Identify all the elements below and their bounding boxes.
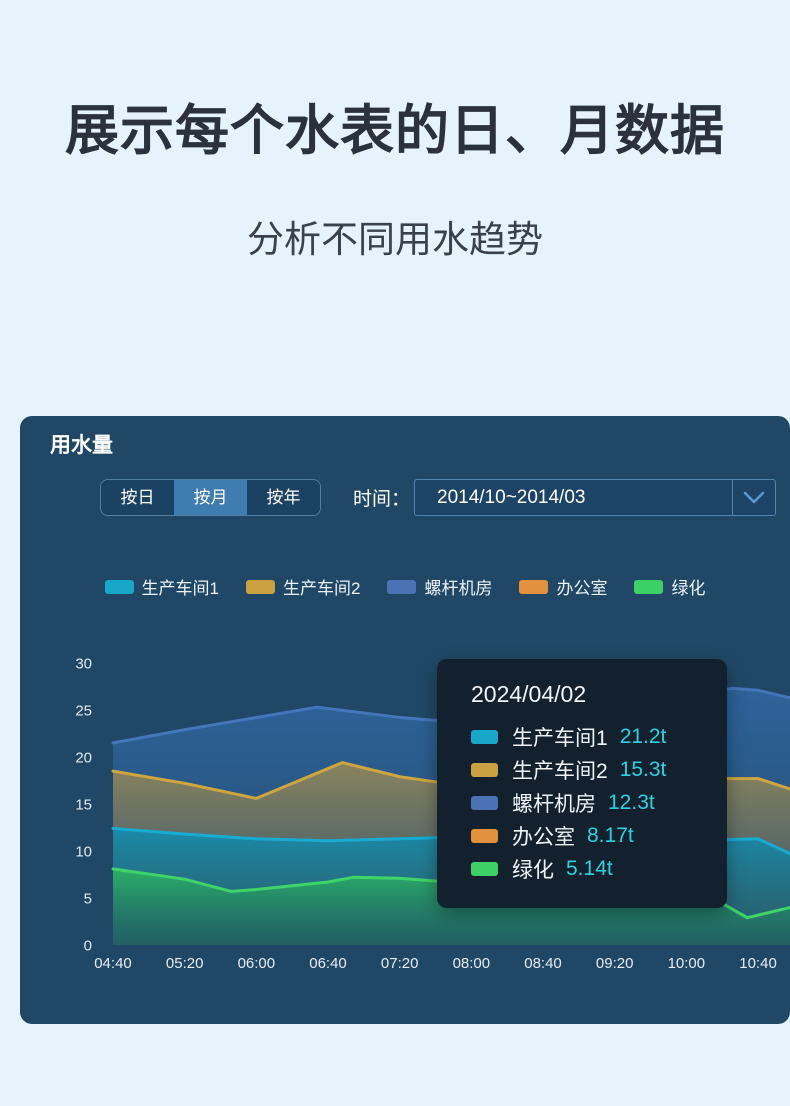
legend-item-greening[interactable]: 绿化 xyxy=(634,574,705,599)
tooltip-series-value: 21.2t xyxy=(619,724,667,748)
y-axis-label: 10 xyxy=(75,844,92,861)
tooltip-row: 螺杆机房 12.3t xyxy=(471,786,703,819)
x-axis-label: 09:20 xyxy=(596,955,634,972)
chart-legend: 生产车间1 生产车间2 螺杆机房 办公室 绿化 xyxy=(20,574,790,599)
y-axis-label: 30 xyxy=(75,656,92,673)
tooltip-series-swatch xyxy=(471,762,498,777)
time-range-select[interactable]: 2014/10~2014/03 xyxy=(414,479,777,516)
legend-item-workshop2[interactable]: 生产车间2 xyxy=(246,574,360,599)
x-axis-label: 08:40 xyxy=(524,955,562,972)
office-legend-label: 办公室 xyxy=(556,579,608,598)
tab-yearly[interactable]: 按年 xyxy=(247,480,320,515)
screw-room-legend-swatch xyxy=(387,579,417,594)
tab-daily[interactable]: 按日 xyxy=(101,480,174,515)
tooltip-series-name: 办公室 xyxy=(512,825,575,849)
water-usage-card: 用水量 按日 按月 按年 时间： 2014/10~2014/03 生产车间1 生产车间… xyxy=(20,416,790,1024)
tooltip-series-swatch xyxy=(471,861,498,876)
workshop2-legend-label: 生产车间2 xyxy=(283,579,361,598)
page-title: 展示每个水表的日、月数据 xyxy=(65,101,725,161)
tooltip-row: 绿化 5.14t xyxy=(471,852,703,885)
legend-item-workshop1[interactable]: 生产车间1 xyxy=(104,574,219,599)
time-label: 时间： xyxy=(353,489,411,510)
x-axis-label: 08:00 xyxy=(453,955,491,972)
period-tabs: 按日 按月 按年 xyxy=(100,479,321,516)
x-axis-label: 07:20 xyxy=(381,955,419,972)
x-axis-label: 10:40 xyxy=(739,955,777,972)
tooltip-series-value: 8.17t xyxy=(587,823,634,847)
office-legend-swatch xyxy=(519,579,549,594)
chart-tooltip: 2024/04/02 生产车间1 21.2t 生产车间2 15.3t 螺杆机房 12.3t… xyxy=(437,659,727,908)
y-axis-label: 0 xyxy=(84,938,92,955)
tooltip-series-swatch xyxy=(471,795,498,810)
tooltip-series-value: 15.3t xyxy=(619,757,667,781)
tooltip-series-name: 生产车间1 xyxy=(512,726,608,750)
tooltip-series-name: 螺杆机房 xyxy=(512,792,596,816)
x-axis-label: 10:00 xyxy=(668,955,706,972)
chart-controls: 按日 按月 按年 时间： 2014/10~2014/03 xyxy=(100,479,777,516)
x-axis-label: 06:00 xyxy=(238,955,276,972)
legend-item-office[interactable]: 办公室 xyxy=(519,574,607,599)
tooltip-row: 生产车间1 21.2t xyxy=(471,720,703,753)
card-title: 用水量 xyxy=(50,434,113,457)
page-subtitle: 分析不同用水趋势 xyxy=(247,219,543,260)
workshop1-legend-label: 生产车间1 xyxy=(141,579,219,598)
tooltip-date: 2024/04/02 xyxy=(471,681,587,707)
workshop2-legend-swatch xyxy=(246,579,275,594)
tooltip-series-value: 12.3t xyxy=(608,790,655,814)
y-axis-label: 15 xyxy=(75,797,92,814)
time-range-value: 2014/10~2014/03 xyxy=(437,486,586,508)
y-axis-label: 20 xyxy=(75,750,92,767)
y-axis-label: 5 xyxy=(84,891,92,908)
workshop1-legend-swatch xyxy=(104,579,134,594)
screw-room-legend-label: 螺杆机房 xyxy=(424,579,493,598)
x-axis-label: 04:40 xyxy=(94,955,132,972)
tooltip-rows: 生产车间1 21.2t 生产车间2 15.3t 螺杆机房 12.3t 办公室 8.17t 绿化 5… xyxy=(461,720,703,885)
legend-item-screw-room[interactable]: 螺杆机房 xyxy=(387,574,492,599)
tooltip-series-value: 5.14t xyxy=(566,856,613,880)
greening-legend-label: 绿化 xyxy=(671,579,706,598)
tooltip-row: 生产车间2 15.3t xyxy=(471,753,703,786)
tooltip-series-name: 绿化 xyxy=(512,858,554,882)
tooltip-series-swatch xyxy=(471,828,498,843)
x-axis-label: 06:40 xyxy=(309,955,347,972)
tooltip-series-swatch xyxy=(471,729,498,744)
y-axis-label: 25 xyxy=(75,703,92,720)
tooltip-row: 办公室 8.17t xyxy=(471,819,703,852)
chevron-down-icon[interactable] xyxy=(732,480,775,515)
tooltip-series-name: 生产车间2 xyxy=(512,759,608,783)
x-axis-label: 05:20 xyxy=(166,955,204,972)
greening-legend-swatch xyxy=(634,579,664,594)
tab-monthly[interactable]: 按月 xyxy=(174,480,247,515)
